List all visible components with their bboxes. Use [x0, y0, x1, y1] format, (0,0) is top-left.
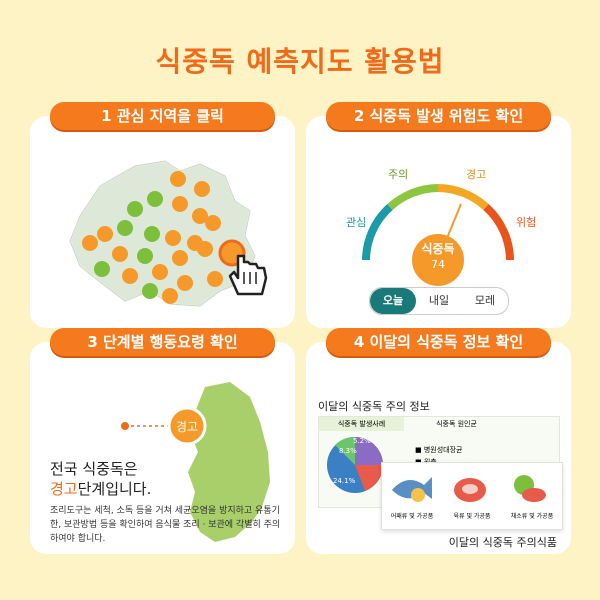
- food-caption: 채소류 및 가공품: [510, 513, 554, 520]
- tab-day-after[interactable]: 모레: [474, 294, 496, 307]
- tab-outbreak-cases[interactable]: 식중독 발생사례: [319, 417, 404, 431]
- tab-pathogens[interactable]: 식중독 원인균: [436, 420, 477, 428]
- level-warning-label: 경고: [466, 168, 487, 181]
- fish-icon: [392, 477, 432, 502]
- nationwide-level-word: 경고: [50, 480, 78, 498]
- food-icons: [392, 475, 546, 502]
- vegetable-icon: [514, 475, 546, 502]
- pie-label-2: 8.3%: [339, 447, 357, 455]
- card-risk-level: 2 식중독 발생 위험도 확인 주의 경고 관심 위험 식중독 74 오늘 내일…: [306, 102, 571, 328]
- food-caption: 육류 및 가공품: [453, 513, 491, 520]
- hand-pointer-icon: [228, 254, 268, 296]
- district-markers[interactable]: [82, 171, 223, 304]
- nationwide-level-suffix: 단계입니다.: [77, 480, 152, 498]
- monthly-alert-label: 이달의 식중독 주의 정보: [318, 400, 430, 413]
- card-heading: 4 이달의 식중독 정보 확인: [326, 328, 551, 356]
- card-select-region: 1 관심 지역을 클릭: [30, 102, 295, 328]
- korea-map: [121, 382, 270, 542]
- level-attention-label: 주의: [388, 168, 409, 181]
- level-danger-label: 위험: [516, 216, 537, 229]
- advice-text: 조리도구는 세척, 소독 등을 거쳐 세균오염을 방지하고 유통기한, 보관방법…: [50, 506, 281, 544]
- level-badge: 경고: [175, 420, 199, 434]
- nationwide-level-line1: 전국 식중독은: [50, 460, 138, 478]
- pie-chart: [327, 436, 383, 493]
- meat-icon: [454, 478, 486, 502]
- card-monthly-info: 4 이달의 식중독 정보 확인 이달의 식중독 주의 정보 식중독 발생사례 식…: [306, 328, 571, 554]
- pie-label-3: 5.2%: [353, 437, 371, 445]
- risk-gauge: [362, 184, 514, 286]
- food-panel: 어패류 및 가공품 육류 및 가공품 채소류 및 가공품: [381, 462, 563, 530]
- tab-today[interactable]: 오늘: [370, 288, 416, 314]
- legend-item: ■ 병원성대장균: [415, 446, 463, 454]
- day-tabs: 오늘 내일 모레: [369, 287, 509, 315]
- food-caption: 어패류 및 가공품: [390, 513, 434, 520]
- card-heading: 3 단계별 행동요령 확인: [50, 328, 275, 356]
- tab-tomorrow[interactable]: 내일: [428, 294, 450, 307]
- card-action-guide: 3 단계별 행동요령 확인 경고 전국 식중독은 경고단계입니다. 조리도구는 …: [30, 328, 295, 554]
- level-interest-label: 관심: [346, 216, 367, 229]
- pie-label-1: 24.1%: [333, 477, 356, 485]
- card-heading: 1 관심 지역을 클릭: [50, 102, 275, 130]
- page-title: 식중독 예측지도 활용법: [155, 45, 445, 78]
- risk-center-label: 식중독: [421, 242, 455, 256]
- monthly-food-label: 이달의 식중독 주의식품: [448, 536, 557, 549]
- seoul-map[interactable]: [30, 116, 295, 328]
- risk-index-circle: [412, 234, 464, 286]
- card-heading: 2 식중독 발생 위험도 확인: [326, 102, 551, 130]
- risk-index-value: 74: [431, 258, 445, 271]
